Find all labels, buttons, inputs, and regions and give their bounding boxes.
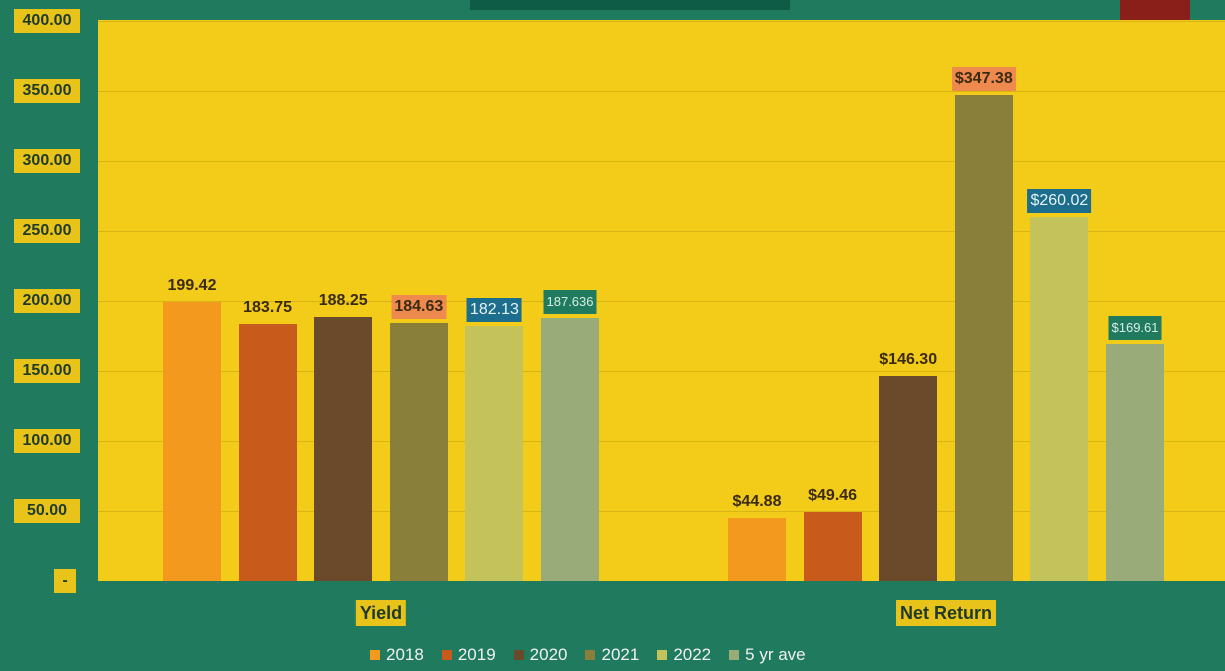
legend-label: 5 yr ave [745, 645, 806, 664]
grid-line [98, 161, 1225, 162]
data-label: $169.61 [1108, 316, 1162, 340]
x-category-label: Net Return [895, 600, 997, 626]
bar [1030, 216, 1089, 581]
top-dark-block [470, 0, 790, 10]
data-label: 188.25 [318, 292, 368, 309]
data-label: $49.46 [808, 487, 858, 504]
grid-line [98, 511, 1225, 512]
grid-line [98, 441, 1225, 442]
bar [389, 322, 448, 581]
grid-line [98, 371, 1225, 372]
grid-line [98, 21, 1225, 22]
legend-label: 2021 [601, 645, 640, 664]
bar [803, 511, 862, 581]
legend: 2018 2019 2020 2021 2022 5 yr ave [370, 641, 806, 669]
bar [1106, 343, 1164, 581]
legend-swatch [729, 650, 740, 660]
y-tick-label: 100.00 [14, 429, 80, 453]
bar [879, 376, 938, 581]
y-tick-label: 200.00 [14, 289, 80, 313]
bar [314, 317, 373, 581]
bar [238, 323, 297, 581]
y-tick-label: 150.00 [14, 359, 80, 383]
legend-swatch [585, 650, 596, 660]
plot-area [98, 20, 1225, 581]
bar [163, 301, 221, 581]
bar [465, 326, 524, 581]
grid-line [98, 301, 1225, 302]
data-label: 183.75 [243, 299, 293, 316]
data-label: $44.88 [732, 493, 782, 510]
legend-swatch [370, 650, 380, 660]
legend-item: 2019 [441, 645, 496, 665]
legend-item: 5 yr ave [729, 645, 806, 665]
top-red-block [1120, 0, 1190, 20]
grid-line [98, 231, 1225, 232]
legend-label: 2018 [386, 645, 424, 664]
data-label: 184.63 [391, 295, 447, 319]
legend-swatch [513, 650, 524, 660]
grid-line [98, 91, 1225, 92]
bar [541, 318, 599, 581]
legend-swatch [441, 650, 452, 660]
y-tick-label: 250.00 [14, 219, 80, 243]
legend-swatch [657, 650, 668, 660]
y-tick-label: 300.00 [14, 149, 80, 173]
data-label: $260.02 [1027, 189, 1092, 213]
x-category-label: Yield [355, 600, 407, 626]
y-tick-label: 50.00 [14, 499, 80, 523]
data-label: 199.42 [167, 277, 217, 294]
legend-label: 2020 [529, 645, 568, 664]
legend-label: 2022 [673, 645, 712, 664]
y-tick-label: 350.00 [14, 79, 80, 103]
legend-item: 2020 [513, 645, 568, 665]
legend-item: 2022 [657, 645, 711, 665]
bar [728, 518, 786, 581]
y-tick-label: 400.00 [14, 9, 80, 33]
bar [954, 94, 1013, 581]
legend-item: 2021 [585, 645, 639, 665]
legend-label: 2019 [457, 645, 496, 664]
data-label: $146.30 [879, 351, 938, 368]
legend-item: 2018 [370, 645, 424, 665]
y-tick-label: - [54, 569, 76, 593]
data-label: $347.38 [951, 67, 1016, 91]
data-label: 182.13 [466, 298, 522, 322]
data-label: 187.636 [543, 290, 597, 314]
